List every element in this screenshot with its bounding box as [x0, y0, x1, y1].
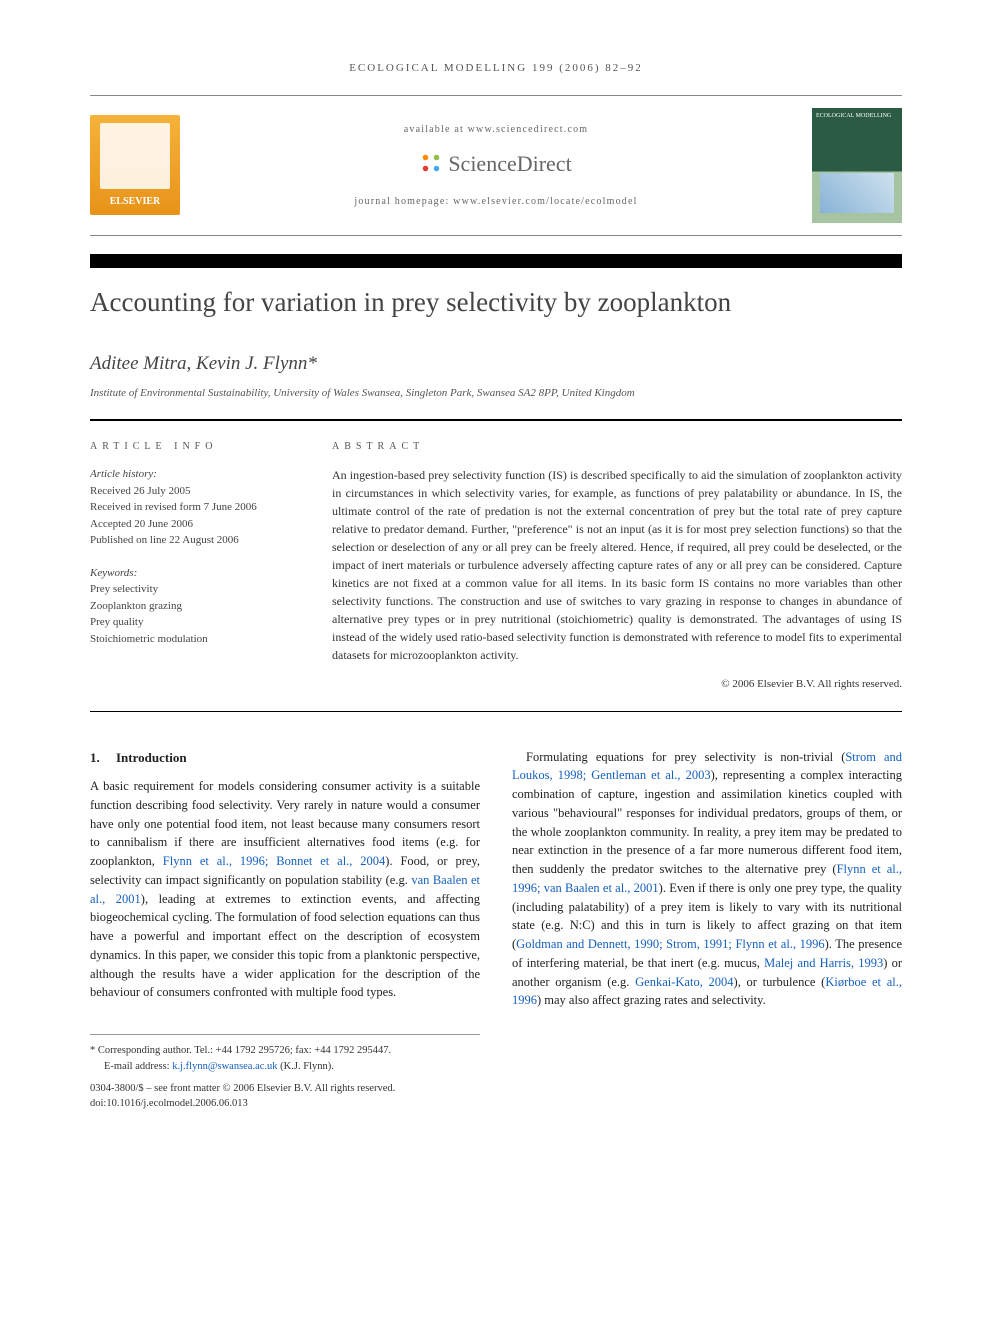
- journal-cover-thumbnail: ECOLOGICAL MODELLING: [812, 108, 902, 223]
- article-title: Accounting for variation in prey selecti…: [90, 282, 902, 323]
- abstract-text: An ingestion-based prey selectivity func…: [332, 466, 902, 664]
- accepted-date: Accepted 20 June 2006: [90, 516, 300, 533]
- keyword: Prey quality: [90, 614, 300, 631]
- citation-link[interactable]: Genkai-Kato, 2004: [635, 975, 733, 989]
- affiliation: Institute of Environmental Sustainabilit…: [90, 385, 902, 402]
- citation-link[interactable]: Malej and Harris, 1993: [764, 956, 883, 970]
- received-date: Received 26 July 2005: [90, 483, 300, 500]
- cover-title: ECOLOGICAL MODELLING: [816, 113, 891, 119]
- keyword: Prey selectivity: [90, 581, 300, 598]
- email-line: E-mail address: k.j.flynn@swansea.ac.uk …: [90, 1059, 480, 1075]
- published-date: Published on line 22 August 2006: [90, 532, 300, 549]
- history-label: Article history:: [90, 466, 300, 483]
- section-number: 1.: [90, 750, 100, 765]
- elsevier-logo: ELSEVIER: [90, 115, 180, 215]
- sd-brand-text: ScienceDirect: [448, 147, 571, 180]
- keyword: Zooplankton grazing: [90, 598, 300, 615]
- keywords-block: Keywords: Prey selectivity Zooplankton g…: [90, 565, 300, 648]
- abstract-copyright: © 2006 Elsevier B.V. All rights reserved…: [332, 676, 902, 693]
- info-abstract-row: ARTICLE INFO Article history: Received 2…: [90, 439, 902, 712]
- journal-homepage-line: journal homepage: www.elsevier.com/locat…: [192, 194, 800, 209]
- masthead: ELSEVIER available at www.sciencedirect.…: [90, 95, 902, 236]
- thin-black-divider: [90, 419, 902, 421]
- citation-link[interactable]: Flynn et al., 1996; Bonnet et al., 2004: [163, 854, 386, 868]
- journal-ref-line: ECOLOGICAL MODELLING 199 (2006) 82–92: [90, 60, 902, 77]
- email-link[interactable]: k.j.flynn@swansea.ac.uk: [172, 1061, 277, 1072]
- sd-swirl-icon: [420, 152, 442, 174]
- abstract-column: ABSTRACT An ingestion-based prey selecti…: [332, 439, 902, 693]
- author-list: Aditee Mitra, Kevin J. Flynn*: [90, 350, 902, 379]
- keyword: Stoichiometric modulation: [90, 631, 300, 648]
- body-columns: 1. Introduction A basic requirement for …: [90, 748, 902, 1011]
- doi-line: doi:10.1016/j.ecolmodel.2006.06.013: [90, 1096, 480, 1112]
- article-info-heading: ARTICLE INFO: [90, 439, 300, 454]
- article-history-block: Article history: Received 26 July 2005 R…: [90, 466, 300, 549]
- paragraph: A basic requirement for models consideri…: [90, 777, 480, 1002]
- section-heading: 1. Introduction: [90, 748, 480, 768]
- sciencedirect-logo: ScienceDirect: [192, 147, 800, 180]
- body-right-column: Formulating equations for prey selectivi…: [512, 748, 902, 1011]
- front-matter-line: 0304-3800/$ – see front matter © 2006 El…: [90, 1081, 480, 1097]
- masthead-center: available at www.sciencedirect.com Scien…: [192, 122, 800, 209]
- available-at-line: available at www.sciencedirect.com: [192, 122, 800, 137]
- body-left-column: 1. Introduction A basic requirement for …: [90, 748, 480, 1011]
- citation-link[interactable]: Goldman and Dennett, 1990; Strom, 1991; …: [516, 937, 824, 951]
- revised-date: Received in revised form 7 June 2006: [90, 499, 300, 516]
- section-title: Introduction: [116, 750, 187, 765]
- publisher-label: ELSEVIER: [110, 194, 161, 209]
- article-info-column: ARTICLE INFO Article history: Received 2…: [90, 439, 300, 693]
- abstract-heading: ABSTRACT: [332, 439, 902, 454]
- paragraph: Formulating equations for prey selectivi…: [512, 748, 902, 1011]
- footnotes: * Corresponding author. Tel.: +44 1792 2…: [90, 1034, 480, 1112]
- top-black-divider: [90, 254, 902, 268]
- corresponding-author: * Corresponding author. Tel.: +44 1792 2…: [90, 1043, 480, 1059]
- keywords-label: Keywords:: [90, 565, 300, 582]
